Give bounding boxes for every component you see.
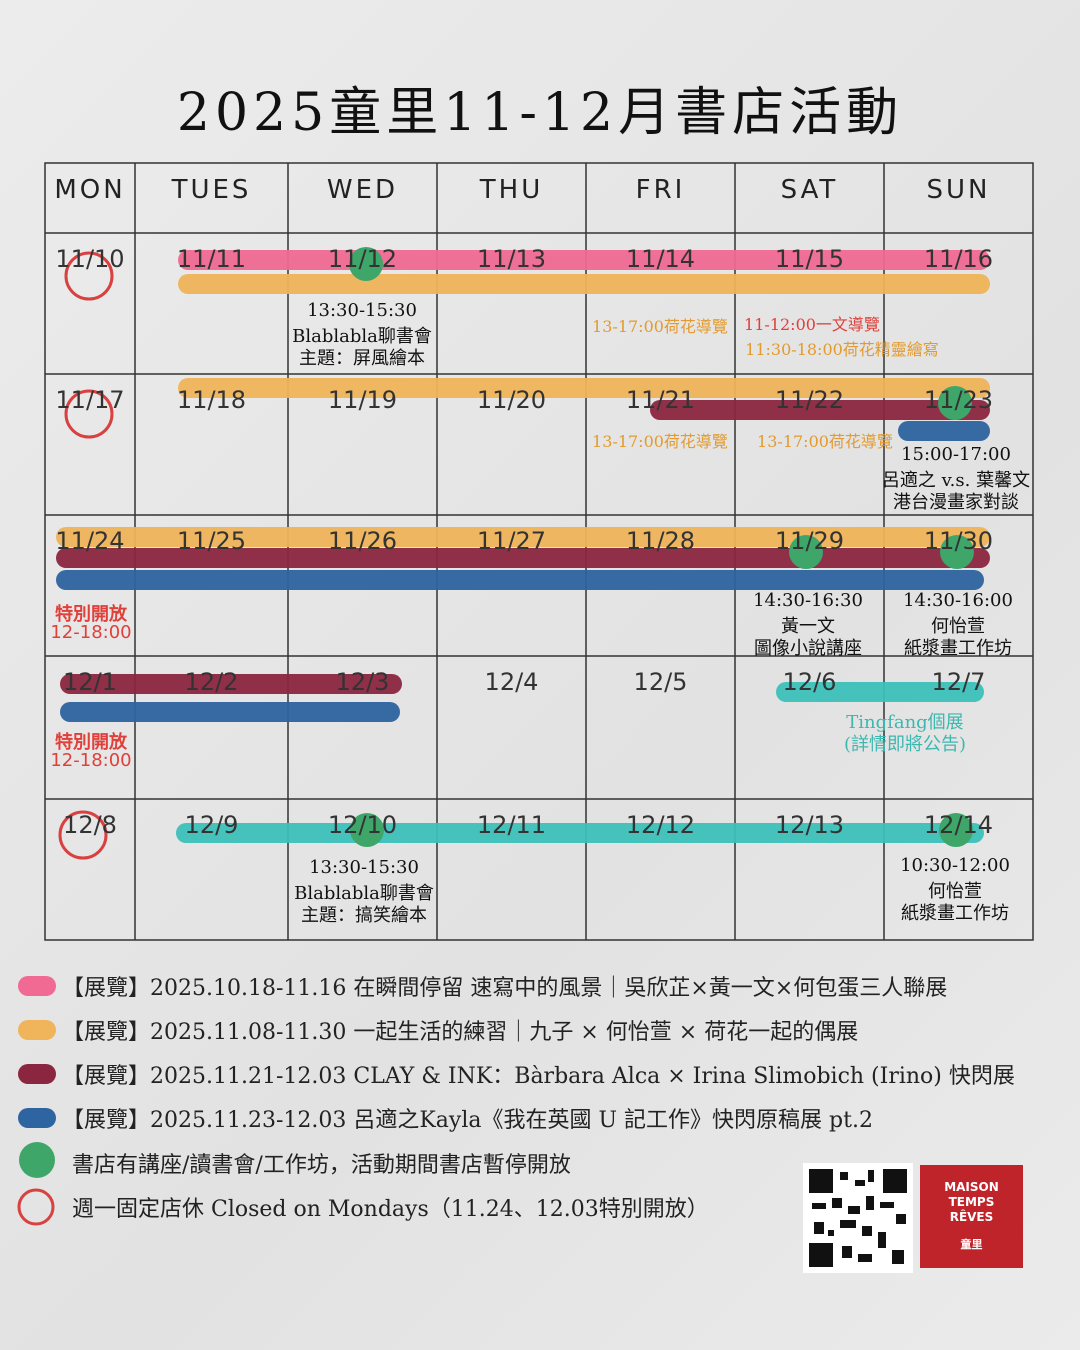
weekday-header: TUES [171, 175, 252, 205]
logo-box [920, 1165, 1023, 1268]
date: 12/5 [633, 668, 688, 696]
event-note: Blablabla聊書會 [292, 326, 432, 347]
date: 11/20 [476, 386, 547, 414]
date: 11/15 [774, 245, 845, 273]
date: 12/7 [931, 668, 986, 696]
event-note: Blablabla聊書會 [294, 883, 434, 904]
date: 11/22 [774, 386, 845, 414]
title: 2025童里11-12月書店活動 [176, 83, 904, 143]
event-note: Tingfang個展 [846, 712, 964, 733]
date: 11/12 [327, 245, 398, 273]
event-note: 紙漿畫工作坊 [901, 903, 1009, 924]
logo-name: 童里 [960, 1238, 983, 1251]
event-note: 圖像小說講座 [754, 638, 862, 659]
weekday-header: FRI [635, 175, 686, 205]
event-dots [349, 247, 974, 847]
legend-item: 【展覽】2025.10.18-11.16 在瞬間停留 速寫中的風景｜吳欣芷×黃一… [62, 976, 948, 1001]
event-note: 主題：搞笑繪本 [301, 905, 427, 926]
date: 11/24 [55, 527, 125, 555]
date: 11/13 [476, 245, 547, 273]
weekday-header: MON [54, 175, 126, 205]
event-note: 14:30-16:00 [903, 590, 1013, 611]
legend-item: 書店有講座/讀書會/工作坊，活動期間書店暫停開放 [72, 1153, 571, 1178]
qr-code [803, 1163, 913, 1273]
event-note: 港台漫畫家對談 [893, 492, 1019, 513]
date: 11/25 [176, 527, 247, 555]
date: 11/21 [625, 386, 696, 414]
event-note: 何怡萱 [928, 881, 982, 902]
event-note: 13-17:00荷花導覽 [757, 432, 893, 451]
weekday-header: SUN [926, 175, 991, 205]
event-bars [56, 250, 990, 843]
date: 11/10 [55, 245, 125, 273]
date: 11/29 [774, 527, 845, 555]
event-note: 10:30-12:00 [900, 855, 1010, 876]
date: 12/11 [476, 811, 547, 839]
event-note: 11:30-18:00荷花精靈繪寫 [745, 340, 939, 359]
date: 11/28 [625, 527, 696, 555]
date: 11/30 [923, 527, 994, 555]
date: 12/3 [335, 668, 390, 696]
weekday-header: THU [479, 175, 544, 205]
event-note: 主題：屏風繪本 [299, 348, 425, 369]
date: 12/9 [184, 811, 239, 839]
date: 11/27 [476, 527, 547, 555]
logo-line: TEMPS [948, 1195, 995, 1209]
event-note: 13:30-15:30 [309, 857, 419, 878]
event-note: 13:30-15:30 [307, 300, 417, 321]
event-note: 何怡萱 [931, 616, 985, 637]
event-note: 紙漿畫工作坊 [904, 638, 1012, 659]
date: 12/2 [184, 668, 239, 696]
date: 11/23 [923, 386, 994, 414]
date: 12/13 [774, 811, 845, 839]
date: 12/12 [625, 811, 696, 839]
legend-item: 週一固定店休 Closed on Mondays（11.24、12.03特別開放… [72, 1197, 709, 1222]
event-note: (詳情即將公告) [843, 734, 967, 755]
event-note: 黃一文 [781, 616, 835, 637]
event-note: 呂適之 v.s. 葉馨文 [881, 470, 1031, 491]
date: 11/14 [625, 245, 696, 273]
date: 12/6 [782, 668, 837, 696]
event-note: 13-17:00荷花導覽 [592, 432, 728, 451]
date: 11/16 [923, 245, 994, 273]
event-note: 14:30-16:30 [753, 590, 863, 611]
event-note: 特別開放 [55, 732, 127, 753]
date: 12/10 [327, 811, 398, 839]
legend-icons [17, 976, 56, 1226]
closed-circles [58, 251, 114, 860]
event-note: 13-17:00荷花導覽 [592, 317, 728, 336]
date: 11/18 [176, 386, 247, 414]
logo-line: RÊVES [949, 1210, 994, 1224]
event-note: 15:00-17:00 [901, 444, 1011, 465]
event-note: 11-12:00一文導覽 [744, 315, 880, 334]
logo-text: MAISON TEMPS RÊVES 童里 [920, 1180, 1023, 1252]
date: 11/26 [327, 527, 398, 555]
date: 11/17 [55, 386, 125, 414]
legend-item: 【展覽】2025.11.23-12.03 呂適之Kayla《我在英國 U 記工作… [62, 1108, 873, 1133]
legend-item: 【展覽】2025.11.08-11.30 一起生活的練習｜九子 × 何怡萱 × … [62, 1020, 859, 1045]
date: 11/11 [176, 245, 247, 273]
legend-item: 【展覽】2025.11.21-12.03 CLAY & INK：Bàrbara … [62, 1064, 1015, 1089]
event-note: 12-18:00 [50, 622, 132, 643]
date: 12/4 [484, 668, 539, 696]
weekday-header: SAT [780, 175, 839, 205]
date: 11/19 [327, 386, 398, 414]
date: 12/8 [63, 811, 117, 839]
weekday-header: WED [326, 175, 399, 205]
event-note: 特別開放 [55, 604, 127, 625]
date: 12/14 [923, 811, 994, 839]
logo-line: MAISON [944, 1180, 999, 1194]
event-note: 12-18:00 [50, 750, 132, 771]
date: 12/1 [63, 668, 117, 696]
